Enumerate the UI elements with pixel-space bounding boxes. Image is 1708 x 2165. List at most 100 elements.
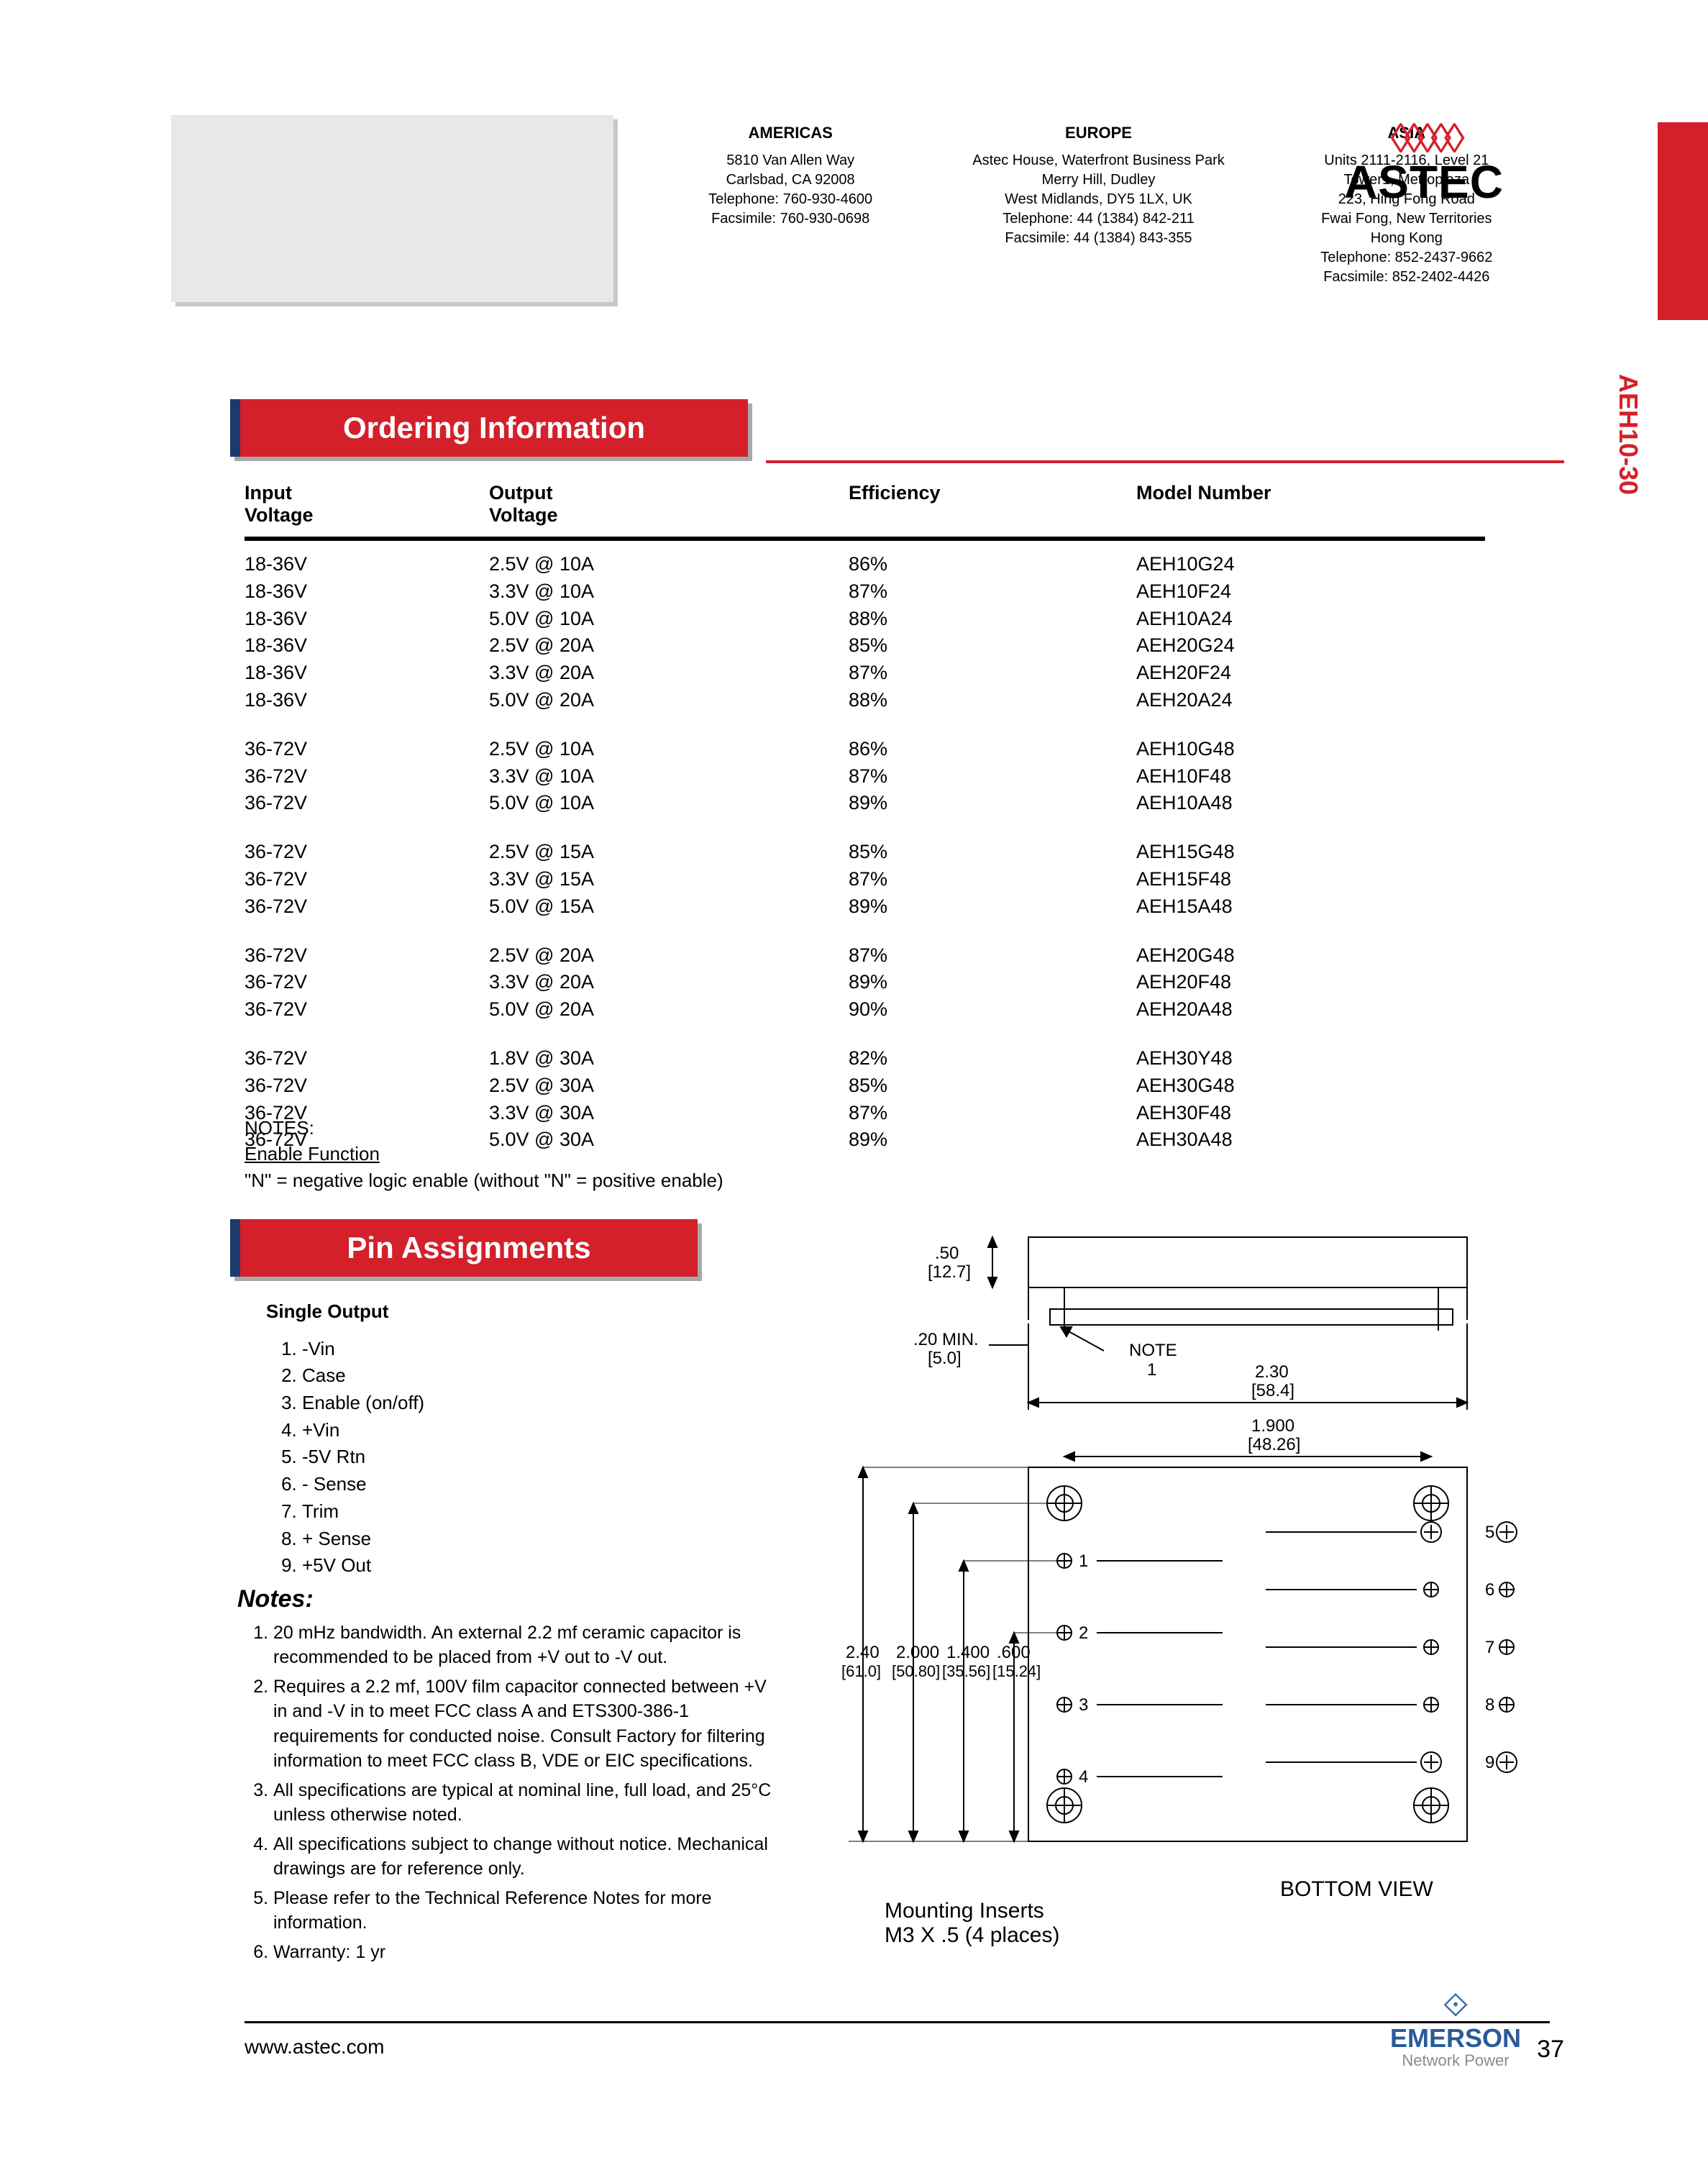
col-header: Output Voltage [489, 482, 849, 527]
pin-item: -Vin [302, 1336, 424, 1363]
svg-text:NOTE: NOTE [1129, 1341, 1177, 1360]
addr-line: Carlsbad, CA 92008 [647, 170, 933, 190]
table-row: 36-72V2.5V @ 10A86%AEH10G48 [245, 736, 1485, 763]
table-cell: 18-36V [245, 632, 489, 660]
svg-text:9: 9 [1485, 1753, 1494, 1772]
table-cell: AEH20G24 [1136, 632, 1485, 660]
mounting-text1: Mounting Inserts [885, 1899, 1059, 1923]
svg-text:1.400: 1.400 [946, 1643, 990, 1662]
addr-line: 5810 Van Allen Way [647, 151, 933, 170]
table-cell: 87% [849, 942, 1136, 970]
col-header: Efficiency [849, 482, 1136, 527]
table-cell: 36-72V [245, 996, 489, 1024]
table-row: 18-36V3.3V @ 10A87%AEH10F24 [245, 578, 1485, 606]
svg-text:7: 7 [1485, 1638, 1494, 1657]
table-row: 36-72V2.5V @ 15A85%AEH15G48 [245, 839, 1485, 866]
table-cell: 85% [849, 1072, 1136, 1100]
addr-line: Telephone: 852-2437-9662 [1264, 248, 1550, 268]
note-item: Warranty: 1 yr [273, 1940, 784, 1965]
table-cell: 18-36V [245, 551, 489, 578]
table-group: 36-72V2.5V @ 20A87%AEH20G4836-72V3.3V @ … [245, 942, 1485, 1024]
footer-url: www.astec.com [245, 2036, 385, 2059]
table-cell: 89% [849, 790, 1136, 817]
table-cell: 36-72V [245, 942, 489, 970]
table-cell: 18-36V [245, 687, 489, 714]
table-cell: 85% [849, 632, 1136, 660]
pin-item: -5V Rtn [302, 1444, 424, 1471]
addr-line: Facsimile: 44 (1384) 843-355 [955, 229, 1241, 248]
table-cell: 5.0V @ 20A [489, 996, 849, 1024]
notes-heading: Notes: [237, 1582, 784, 1616]
svg-text:[61.0]: [61.0] [841, 1662, 881, 1680]
mechanical-drawing: .50 [12.7] .20 MIN. [5.0] NOTE 1 2.30 [5… [820, 1223, 1517, 1884]
svg-text:2.000: 2.000 [896, 1643, 939, 1662]
table-cell: AEH20G48 [1136, 942, 1485, 970]
table-cell: 36-72V [245, 1072, 489, 1100]
svg-text:[50.80]: [50.80] [892, 1662, 940, 1680]
table-cell: 1.8V @ 30A [489, 1045, 849, 1072]
table-cell: 86% [849, 551, 1136, 578]
notes-enable: NOTES: Enable Function "N" = negative lo… [245, 1115, 723, 1193]
table-row: 18-36V2.5V @ 10A86%AEH10G24 [245, 551, 1485, 578]
table-cell: AEH10F48 [1136, 763, 1485, 790]
table-cell: 3.3V @ 15A [489, 866, 849, 893]
note-item: All specifications subject to change wit… [273, 1832, 784, 1882]
table-cell: 36-72V [245, 736, 489, 763]
svg-text:[15.24]: [15.24] [992, 1662, 1041, 1680]
notes-title: NOTES: [245, 1115, 723, 1141]
table-cell: AEH30F48 [1136, 1100, 1485, 1127]
svg-text:1: 1 [1147, 1360, 1156, 1380]
table-body: 18-36V2.5V @ 10A86%AEH10G2418-36V3.3V @ … [245, 551, 1485, 1154]
table-row: 36-72V2.5V @ 20A87%AEH20G48 [245, 942, 1485, 970]
table-row: 18-36V5.0V @ 20A88%AEH20A24 [245, 687, 1485, 714]
svg-text:.20 MIN.: .20 MIN. [913, 1330, 979, 1349]
section-title-pins: Pin Assignments [230, 1219, 698, 1277]
section-rule [766, 460, 1564, 463]
table-row: 36-72V3.3V @ 15A87%AEH15F48 [245, 866, 1485, 893]
table-cell: 36-72V [245, 866, 489, 893]
pin-item: +5V Out [302, 1552, 424, 1580]
table-row: 36-72V5.0V @ 15A89%AEH15A48 [245, 893, 1485, 921]
addr-line: Facsimile: 852-2402-4426 [1264, 268, 1550, 287]
table-cell: 5.0V @ 20A [489, 687, 849, 714]
table-cell: 18-36V [245, 578, 489, 606]
table-cell: 2.5V @ 10A [489, 736, 849, 763]
table-cell: 18-36V [245, 660, 489, 687]
addr-line: Hong Kong [1264, 229, 1550, 248]
section-title-label: Pin Assignments [347, 1231, 590, 1265]
col-header: Input Voltage [245, 482, 489, 527]
svg-text:6: 6 [1485, 1580, 1494, 1600]
addr-line: Facsimile: 760-930-0698 [647, 209, 933, 229]
ordering-table: Input Voltage Output Voltage Efficiency … [245, 482, 1485, 1175]
table-cell: 3.3V @ 20A [489, 969, 849, 996]
header-red-accent [1658, 122, 1708, 320]
section-title-label: Ordering Information [343, 411, 645, 445]
region-europe: EUROPE Astec House, Waterfront Business … [955, 122, 1241, 324]
table-group: 36-72V2.5V @ 10A86%AEH10G4836-72V3.3V @ … [245, 736, 1485, 817]
table-cell: 36-72V [245, 763, 489, 790]
svg-text:5: 5 [1485, 1523, 1494, 1542]
svg-text:[5.0]: [5.0] [928, 1349, 962, 1368]
table-cell: 2.5V @ 20A [489, 942, 849, 970]
table-row: 36-72V3.3V @ 10A87%AEH10F48 [245, 763, 1485, 790]
table-cell: 89% [849, 969, 1136, 996]
table-cell: 3.3V @ 10A [489, 763, 849, 790]
table-row: 36-72V1.8V @ 30A82%AEH30Y48 [245, 1045, 1485, 1072]
table-cell: 2.5V @ 30A [489, 1072, 849, 1100]
bottom-view-label: BOTTOM VIEW [1280, 1877, 1433, 1902]
table-cell: 18-36V [245, 606, 489, 633]
table-row: 18-36V5.0V @ 10A88%AEH10A24 [245, 606, 1485, 633]
table-cell: AEH20A24 [1136, 687, 1485, 714]
pin-item: - Sense [302, 1471, 424, 1498]
table-cell: 87% [849, 866, 1136, 893]
table-cell: AEH30G48 [1136, 1072, 1485, 1100]
table-cell: 2.5V @ 10A [489, 551, 849, 578]
mounting-text2: M3 X .5 (4 places) [885, 1923, 1059, 1948]
region-label: EUROPE [955, 122, 1241, 144]
table-row: 18-36V2.5V @ 20A85%AEH20G24 [245, 632, 1485, 660]
table-cell: AEH15G48 [1136, 839, 1485, 866]
note-item: All specifications are typical at nomina… [273, 1778, 784, 1828]
table-cell: 2.5V @ 20A [489, 632, 849, 660]
table-cell: AEH10F24 [1136, 578, 1485, 606]
page-number: 37 [1537, 2036, 1564, 2064]
